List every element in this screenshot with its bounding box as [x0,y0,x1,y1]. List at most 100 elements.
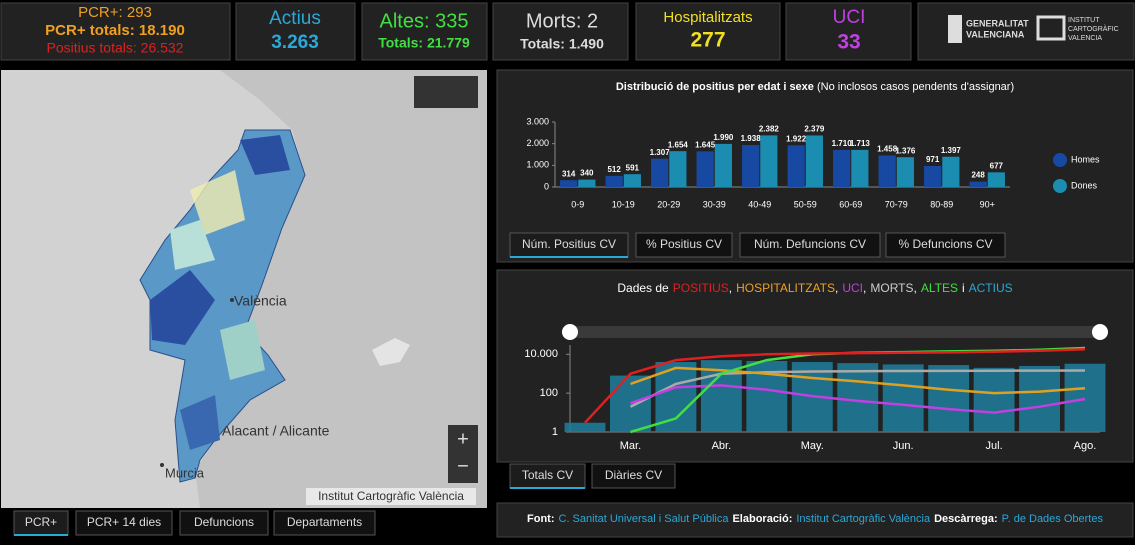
series-line [630,384,1086,414]
bar [760,135,778,187]
value-label: 1.376 [895,146,916,155]
footer-part[interactable]: C. Sanitat Universal i Salut Pública [559,513,730,525]
pcr-total: PCR+ totals: 18.190 [45,22,185,39]
title-part: , [835,281,838,295]
bar [605,175,623,187]
x-tick-label: 10-19 [612,199,635,209]
bar [1019,365,1060,432]
region-area [220,320,265,380]
value-label: 1.710 [832,139,853,148]
value-label: 1.397 [941,146,962,155]
stat-box [235,2,356,61]
value-label: 512 [607,165,621,174]
map-label: Alacant / Alicante [222,423,330,439]
bar [924,165,942,187]
tab[interactable] [273,510,376,536]
bar [833,149,851,187]
y-tick-label: 2.000 [526,138,549,148]
x-tick-label: Jul. [986,440,1003,452]
map-label: València [234,293,287,309]
footer-part[interactable]: P. de Dades Obertes [1002,513,1104,525]
pcr-daily: PCR+: 293 [78,4,152,21]
tab[interactable] [635,232,733,258]
footer-part: Font: [527,513,554,525]
tab[interactable] [13,510,69,536]
tab-label[interactable]: % Positius CV [646,237,722,251]
x-tick-label: Mar. [620,440,641,452]
zoom-control[interactable] [448,425,478,483]
tab[interactable] [509,232,629,258]
title-part: , [913,281,916,295]
x-tick-label: 20-29 [657,199,680,209]
bar [787,145,805,187]
logo-text: INSTITUT [1068,17,1100,24]
slider-handle[interactable] [1092,324,1108,340]
tab-label[interactable]: Diàries CV [605,468,662,482]
footer-part[interactable]: Institut Cartogràfic València [796,513,931,525]
value-label: 677 [990,161,1004,170]
x-tick-label: 50-59 [794,199,817,209]
tab[interactable] [885,232,1006,258]
bar [896,157,914,187]
region-area [190,170,245,235]
map-tools[interactable] [414,76,478,108]
tab[interactable] [179,510,269,536]
y-tick-label: 10.000 [524,348,558,360]
x-tick-label: 70-79 [885,199,908,209]
bar [805,135,823,187]
value-label: 1.654 [668,140,689,149]
sea [195,70,487,508]
morts-total: Totals: 1.490 [520,36,604,52]
region-area [240,135,290,175]
bar [578,179,596,187]
series-line [629,369,1086,408]
island [372,338,410,366]
tab-label[interactable]: PCR+ [25,515,57,529]
tab[interactable] [739,232,881,258]
attribution-box [306,488,476,505]
hosp-value: 277 [690,29,725,52]
bar [851,149,869,187]
range-slider[interactable] [570,326,1100,338]
x-tick-label: 90+ [980,199,995,209]
value-label: 1.458 [877,145,898,154]
morts-label: Morts: 2 [526,10,598,32]
value-label: 2.382 [759,124,780,133]
tab-label[interactable]: Defuncions [194,515,254,529]
tab-label[interactable]: % Defuncions CV [898,237,992,251]
tab-label[interactable]: PCR+ 14 dies [87,515,161,529]
title-part: , [863,281,866,295]
y-tick-label: 1.000 [526,160,549,170]
uci-value: 33 [837,31,860,54]
stat-box [361,2,488,61]
tab-label[interactable]: Núm. Defuncions CV [754,237,866,251]
tab-label[interactable]: Totals CV [522,468,573,482]
tab-label[interactable]: Departaments [287,515,362,529]
x-tick-label: Ago. [1074,440,1097,452]
x-tick-label: Abr. [712,440,732,452]
logo-text: VALENCIA [1068,35,1102,42]
bar [837,363,879,432]
stat-box [492,2,629,61]
tab-label[interactable]: Núm. Positius CV [522,237,616,251]
zoom-in[interactable]: + [457,428,469,450]
tab[interactable] [591,463,676,489]
slider-handle[interactable] [562,324,578,340]
value-label: 1.713 [850,139,871,148]
tab[interactable] [75,510,173,536]
title-part: Dades de [617,281,669,295]
tab[interactable] [509,463,586,489]
footer-text: Font: C. Sanitat Universal i Salut Públic… [527,513,1103,525]
title-part: ACTIUS [969,281,1013,295]
actius-label: Actius [269,8,321,29]
altes-label: Altes: 335 [380,10,469,32]
bar [742,145,760,187]
zoom-out[interactable]: − [457,455,469,477]
legend-label: Dones [1071,180,1098,190]
value-label: 340 [580,169,594,178]
x-tick-label: 30-39 [703,199,726,209]
attribution: Institut Cartogràfic València [318,489,464,503]
title-part: HOSPITALITZATS [736,281,835,295]
bar [669,151,687,187]
